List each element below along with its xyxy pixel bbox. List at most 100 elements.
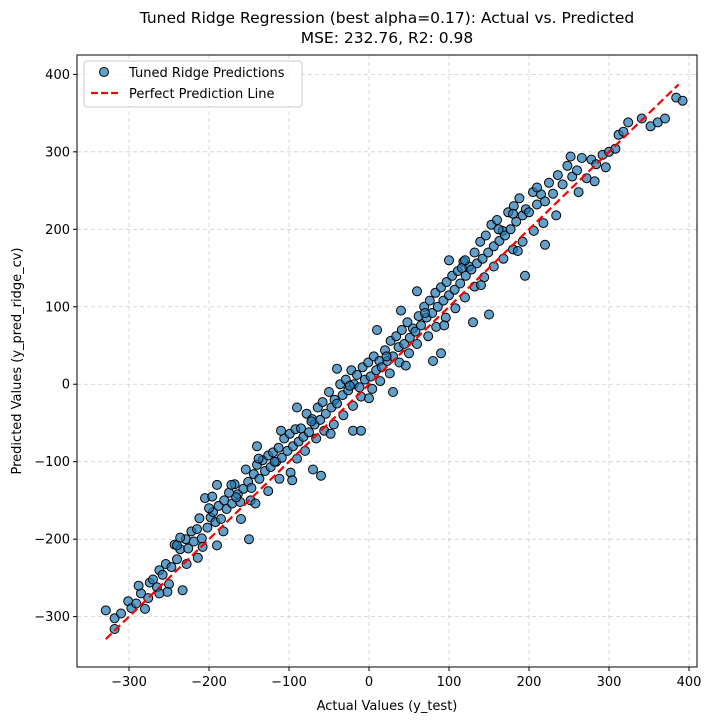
data-point <box>404 332 415 343</box>
data-point <box>204 503 214 514</box>
data-point <box>412 339 422 349</box>
data-point <box>236 514 246 524</box>
data-point <box>306 416 317 427</box>
data-point <box>476 280 486 291</box>
data-point <box>544 177 554 188</box>
data-point <box>304 427 314 438</box>
data-point <box>273 442 284 453</box>
data-point <box>428 356 438 366</box>
y-tick-label: 200 <box>45 223 70 238</box>
legend-label-perfect-line: Perfect Prediction Line <box>129 87 274 102</box>
data-point <box>269 456 280 467</box>
data-point <box>573 187 584 198</box>
data-point <box>148 574 158 585</box>
data-point <box>551 210 562 221</box>
legend-label-predictions: Tuned Ridge Predictions <box>128 66 285 81</box>
legend: Tuned Ridge Predictions Perfect Predicti… <box>83 60 303 108</box>
y-tick-label: 300 <box>45 145 70 160</box>
data-point <box>618 126 629 137</box>
chart-title: Tuned Ridge Regression (best alpha=0.17)… <box>139 9 635 27</box>
data-point <box>100 605 111 616</box>
data-point <box>424 295 435 306</box>
data-point <box>600 162 611 173</box>
data-point <box>589 176 600 187</box>
data-point <box>402 317 413 328</box>
data-point <box>493 224 504 235</box>
data-point <box>500 230 510 241</box>
data-point <box>177 585 188 596</box>
data-point <box>116 608 126 619</box>
data-point <box>514 193 525 204</box>
data-point <box>308 464 318 475</box>
data-point <box>218 526 229 537</box>
data-point <box>316 470 326 481</box>
data-point <box>352 369 362 380</box>
data-point <box>572 165 582 176</box>
data-point <box>538 218 549 229</box>
data-point <box>412 286 422 297</box>
data-point <box>240 464 251 475</box>
x-axis: −300 −200 −100 0 100 200 300 400 <box>111 667 701 690</box>
y-tick-label: −200 <box>34 533 70 548</box>
data-point <box>133 580 144 591</box>
data-point <box>524 207 534 218</box>
x-tick-label: 0 <box>365 675 373 690</box>
data-point <box>508 208 518 219</box>
data-point <box>192 524 202 535</box>
data-point <box>367 383 378 394</box>
data-point <box>396 305 406 316</box>
data-point <box>384 368 395 379</box>
data-point <box>492 215 502 225</box>
data-point <box>325 428 336 439</box>
data-point <box>420 308 430 318</box>
x-tick-label: 200 <box>517 675 542 690</box>
y-axis: −300 −200 −100 0 100 200 300 400 <box>34 68 77 625</box>
data-point <box>131 598 142 609</box>
data-point <box>660 113 670 124</box>
data-point <box>512 246 523 256</box>
data-point <box>274 473 285 484</box>
data-point <box>469 247 480 258</box>
data-point <box>431 321 442 332</box>
data-point <box>246 483 257 493</box>
data-point <box>455 278 466 289</box>
y-tick-label: 100 <box>45 300 70 315</box>
x-tick-label: −300 <box>111 675 147 690</box>
data-point <box>338 410 349 421</box>
data-point <box>520 270 530 281</box>
data-point <box>532 182 542 193</box>
perfect-line-group <box>105 83 680 640</box>
data-point <box>207 491 218 502</box>
x-tick-label: −100 <box>271 675 307 690</box>
data-point <box>517 236 528 247</box>
data-point <box>300 445 310 456</box>
data-point <box>332 363 342 374</box>
data-point <box>157 569 168 580</box>
data-point <box>396 325 407 335</box>
legend-marker-predictions <box>99 67 109 77</box>
x-tick-label: 400 <box>677 675 702 690</box>
data-point <box>441 277 452 287</box>
data-point <box>528 225 539 236</box>
data-point <box>226 479 237 490</box>
data-point <box>332 398 342 409</box>
data-point <box>468 317 478 328</box>
data-point <box>202 522 213 533</box>
perfect-prediction-line <box>105 83 680 640</box>
data-point <box>252 441 262 452</box>
data-point <box>175 532 186 543</box>
data-point <box>460 292 470 303</box>
grid <box>77 55 697 667</box>
chart-subtitle: MSE: 232.76, R2: 0.98 <box>301 29 474 47</box>
data-point <box>677 95 688 106</box>
data-point <box>540 196 550 207</box>
data-point <box>416 320 426 331</box>
data-point <box>475 236 486 247</box>
data-point <box>483 247 494 258</box>
data-point <box>216 514 226 524</box>
data-point <box>109 624 120 634</box>
data-point <box>328 419 339 430</box>
x-axis-label: Actual Values (y_test) <box>317 699 458 714</box>
data-point <box>444 255 454 266</box>
